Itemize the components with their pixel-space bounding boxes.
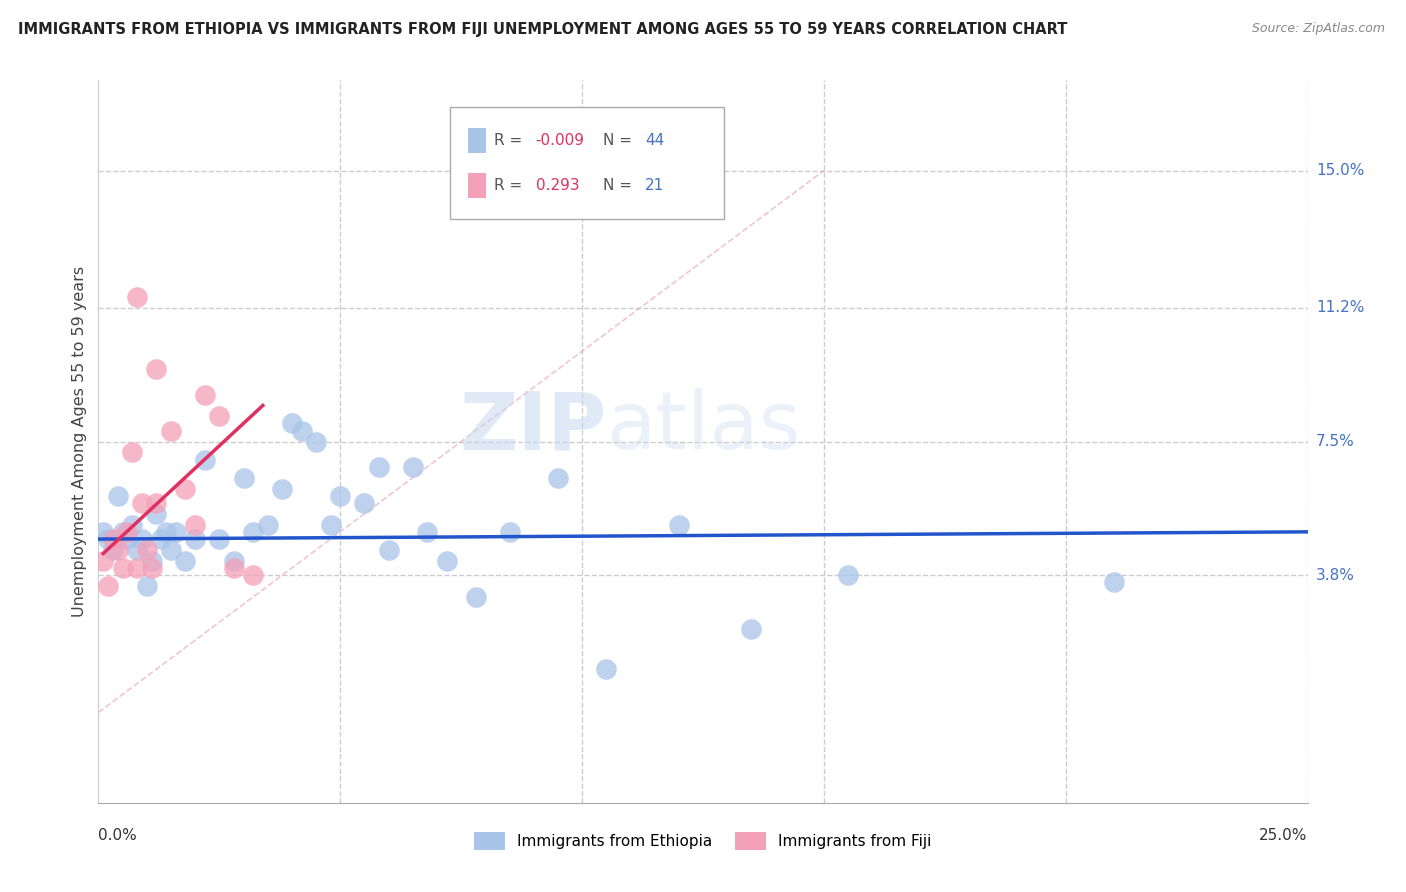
Point	[595, 662, 617, 676]
Point	[91, 524, 114, 539]
Point	[222, 561, 245, 575]
Point	[208, 532, 231, 546]
Text: 11.2%: 11.2%	[1316, 301, 1364, 316]
Point	[837, 568, 859, 582]
Point	[101, 542, 124, 557]
Point	[547, 470, 569, 484]
Point	[329, 489, 352, 503]
Point	[194, 452, 217, 467]
Text: Source: ZipAtlas.com: Source: ZipAtlas.com	[1251, 22, 1385, 36]
Point	[135, 542, 157, 557]
Point	[290, 424, 312, 438]
Point	[131, 532, 153, 546]
Point	[416, 524, 439, 539]
Point	[242, 524, 264, 539]
Point	[281, 417, 304, 431]
Text: R =: R =	[494, 133, 527, 148]
Point	[131, 496, 153, 510]
Point	[242, 568, 264, 582]
Point	[256, 517, 278, 532]
Legend: Immigrants from Ethiopia, Immigrants from Fiji: Immigrants from Ethiopia, Immigrants fro…	[468, 826, 938, 856]
Point	[368, 459, 391, 474]
Text: 0.293: 0.293	[536, 178, 579, 193]
Point	[353, 496, 375, 510]
Y-axis label: Unemployment Among Ages 55 to 59 years: Unemployment Among Ages 55 to 59 years	[72, 266, 87, 617]
Point	[145, 362, 167, 376]
Point	[155, 524, 177, 539]
Text: N =: N =	[603, 178, 637, 193]
Point	[740, 623, 762, 637]
Point	[668, 517, 690, 532]
Point	[111, 524, 134, 539]
Point	[184, 517, 207, 532]
Text: 25.0%: 25.0%	[1260, 828, 1308, 843]
Point	[464, 590, 486, 604]
Point	[377, 542, 399, 557]
Point	[145, 496, 167, 510]
Text: 44: 44	[645, 133, 665, 148]
Point	[117, 532, 139, 546]
Point	[135, 579, 157, 593]
Text: N =: N =	[603, 133, 637, 148]
Text: atlas: atlas	[606, 388, 800, 467]
Point	[121, 445, 143, 459]
Point	[305, 434, 328, 449]
Text: ZIP: ZIP	[458, 388, 606, 467]
Point	[319, 517, 342, 532]
Text: 3.8%: 3.8%	[1316, 567, 1355, 582]
Point	[436, 554, 458, 568]
Point	[127, 542, 149, 557]
Point	[141, 561, 163, 575]
Point	[141, 554, 163, 568]
Text: 7.5%: 7.5%	[1316, 434, 1354, 449]
Point	[165, 524, 187, 539]
Text: 15.0%: 15.0%	[1316, 163, 1364, 178]
Point	[160, 424, 183, 438]
Point	[107, 489, 129, 503]
Point	[111, 561, 134, 575]
Point	[97, 532, 120, 546]
Point	[222, 554, 245, 568]
Point	[232, 470, 254, 484]
Point	[194, 387, 217, 401]
Point	[107, 542, 129, 557]
Text: -0.009: -0.009	[536, 133, 585, 148]
Point	[160, 542, 183, 557]
Text: IMMIGRANTS FROM ETHIOPIA VS IMMIGRANTS FROM FIJI UNEMPLOYMENT AMONG AGES 55 TO 5: IMMIGRANTS FROM ETHIOPIA VS IMMIGRANTS F…	[18, 22, 1067, 37]
Point	[174, 554, 197, 568]
Point	[127, 561, 149, 575]
Point	[208, 409, 231, 424]
Point	[150, 532, 173, 546]
Point	[121, 517, 143, 532]
Point	[97, 579, 120, 593]
Text: R =: R =	[494, 178, 527, 193]
Point	[117, 524, 139, 539]
Point	[271, 482, 294, 496]
Point	[91, 554, 114, 568]
Point	[402, 459, 425, 474]
Point	[145, 507, 167, 521]
Point	[1102, 575, 1125, 590]
Point	[184, 532, 207, 546]
Point	[101, 532, 124, 546]
Point	[498, 524, 520, 539]
Point	[127, 290, 149, 304]
Point	[174, 482, 197, 496]
Text: 0.0%: 0.0%	[98, 828, 138, 843]
Text: 21: 21	[645, 178, 665, 193]
